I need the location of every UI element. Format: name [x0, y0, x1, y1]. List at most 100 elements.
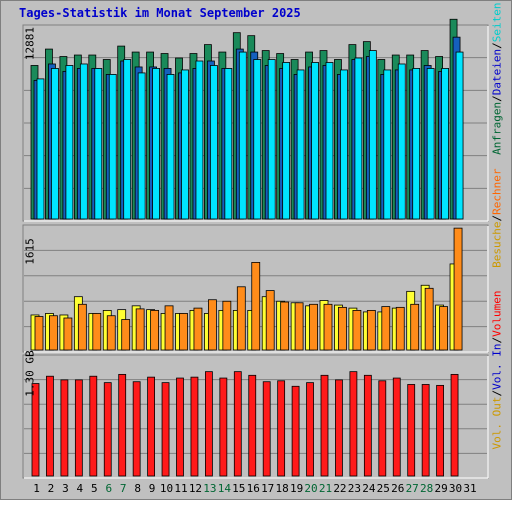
- x-axis-label-day-4: 4: [77, 482, 84, 495]
- x-axis-label-day-2: 2: [48, 482, 55, 495]
- x-axis-label-day-13: 13: [203, 482, 216, 495]
- chart-plot: 1 2 3 4 5 6 7 8 9 10 11 12 13 14 15 16 17 18 19 20 21 22 23 24 2…: [22, 18, 489, 495]
- bar-volumen-day-8: [132, 381, 141, 477]
- bar-seiten-day-17: [267, 59, 276, 220]
- legend-top-3: /: [490, 42, 504, 49]
- bar-volumen-day-22: [335, 379, 343, 477]
- bottom-axis-max-label: 1.30 GB: [23, 350, 37, 397]
- x-axis-label-day-26: 26: [391, 482, 404, 495]
- bar-seiten-day-16: [253, 59, 262, 220]
- bar-rechner-day-30: [453, 227, 463, 351]
- x-axis-label-day-23: 23: [348, 482, 361, 495]
- bar-volumen-day-16: [248, 374, 257, 477]
- legend-bottom-1: /: [490, 389, 504, 397]
- bar-rechner-day-21: [323, 303, 333, 351]
- bar-volumen-day-4: [74, 379, 83, 477]
- bar-rechner-day-4: [77, 303, 87, 351]
- bar-seiten-day-24: [368, 50, 377, 220]
- x-axis-label-day-19: 19: [290, 482, 303, 495]
- bar-rechner-day-18: [280, 301, 290, 351]
- x-axis-label-day-31: 31: [463, 482, 476, 495]
- bar-rechner-day-22: [338, 306, 347, 351]
- x-axis-label-day-6: 6: [105, 482, 112, 495]
- legend-middle-1: /: [490, 214, 504, 222]
- bar-seiten-day-10: [166, 74, 175, 220]
- bar-rechner-day-10: [164, 305, 174, 351]
- bar-rechner-day-8: [135, 308, 145, 351]
- bar-rechner-day-16: [251, 262, 261, 351]
- bar-seiten-day-26: [397, 63, 406, 220]
- x-axis-label-day-7: 7: [120, 482, 127, 495]
- bar-rechner-day-19: [294, 302, 304, 351]
- legend-bottom-3: /: [490, 336, 504, 344]
- chart-title: Tages-Statistik im Monat September 2025: [19, 6, 301, 20]
- bar-volumen-day-11: [176, 377, 184, 477]
- x-axis-label-day-18: 18: [276, 482, 289, 495]
- bar-rechner-day-2: [49, 315, 58, 351]
- bar-volumen-day-29: [436, 384, 445, 477]
- bar-volumen-day-6: [103, 382, 112, 477]
- bar-volumen-day-19: [291, 385, 300, 477]
- bar-seiten-day-12: [195, 60, 204, 220]
- legend-middle-0: Besuche: [490, 221, 504, 268]
- bar-rechner-day-23: [352, 309, 362, 351]
- x-axis-label-day-20: 20: [304, 482, 317, 495]
- bar-rechner-day-29: [439, 306, 449, 351]
- bar-rechner-day-24: [366, 309, 376, 351]
- bar-volumen-day-21: [320, 374, 329, 477]
- x-axis-label-day-27: 27: [406, 482, 419, 495]
- bar-seiten-day-6: [108, 74, 117, 220]
- x-axis-label-day-21: 21: [319, 482, 332, 495]
- bar-seiten-day-27: [412, 68, 421, 220]
- bar-seiten-day-8: [137, 72, 146, 220]
- bar-rechner-day-1: [34, 316, 44, 351]
- bar-rechner-day-3: [63, 317, 73, 351]
- bar-rechner-day-26: [395, 306, 405, 351]
- bar-seiten-day-4: [79, 63, 88, 220]
- bar-rechner-day-12: [193, 307, 203, 351]
- bar-rechner-day-9: [150, 309, 160, 351]
- x-axis-label-day-15: 15: [232, 482, 245, 495]
- bar-volumen-day-2: [46, 375, 54, 477]
- x-axis-label-day-12: 12: [189, 482, 202, 495]
- bar-volumen-day-25: [378, 380, 387, 477]
- x-axis-label-day-30: 30: [449, 482, 462, 495]
- x-axis-label-day-11: 11: [174, 482, 187, 495]
- bar-volumen-day-30: [450, 373, 459, 477]
- bar-seiten-day-30: [455, 51, 464, 220]
- bar-rechner-day-27: [410, 303, 420, 351]
- bar-rechner-day-13: [207, 299, 217, 351]
- bar-rechner-day-7: [121, 319, 131, 351]
- legend-top-1: /: [490, 95, 504, 102]
- bar-volumen-day-3: [60, 379, 69, 477]
- x-axis-label-day-16: 16: [247, 482, 260, 495]
- bar-volumen-day-24: [363, 374, 372, 477]
- x-axis-label-day-3: 3: [62, 482, 69, 495]
- bar-rechner-day-5: [92, 313, 102, 351]
- x-axis-label-day-1: 1: [33, 482, 40, 495]
- bar-volumen-day-13: [204, 371, 213, 477]
- bar-volumen-day-9: [147, 376, 156, 477]
- x-axis-label-day-24: 24: [362, 482, 376, 495]
- bar-volumen-day-12: [190, 376, 199, 477]
- legend-top-0: Anfragen: [490, 101, 504, 155]
- bar-rechner-day-11: [179, 313, 188, 351]
- bar-seiten-day-11: [181, 69, 189, 220]
- middle-axis-max-label: 1615: [23, 238, 37, 265]
- x-axis-label-day-10: 10: [160, 482, 173, 495]
- x-axis-label-day-22: 22: [333, 482, 346, 495]
- bar-seiten-day-20: [311, 62, 319, 220]
- bar-seiten-day-21: [325, 62, 334, 220]
- legend-top-2: Dateien: [490, 48, 504, 96]
- bar-volumen-day-7: [118, 373, 127, 477]
- bar-volumen-day-10: [161, 382, 170, 477]
- bar-seiten-day-9: [152, 68, 161, 220]
- bar-rechner-day-28: [424, 287, 434, 351]
- bar-seiten-day-13: [209, 65, 218, 220]
- x-axis-label-day-8: 8: [134, 482, 141, 495]
- bar-rechner-day-17: [265, 290, 275, 351]
- bar-volumen-day-18: [277, 380, 286, 477]
- top-axis-max-label: 12881: [23, 26, 37, 61]
- bar-seiten-day-1: [36, 78, 45, 220]
- legend-middle-2: Rechner: [490, 168, 504, 215]
